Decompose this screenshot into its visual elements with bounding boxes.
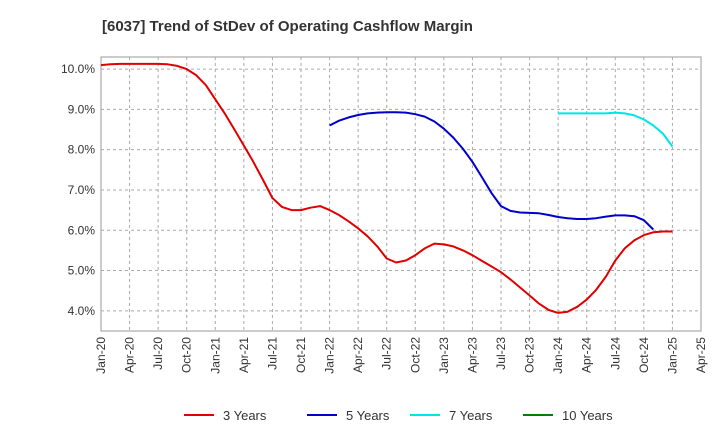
x-tick-label: Jan-21 xyxy=(208,337,222,374)
y-tick-label: 10.0% xyxy=(61,62,95,76)
legend-label: 3 Years xyxy=(223,408,267,423)
x-tick-label: Jan-20 xyxy=(94,337,108,374)
x-tick-label: Jul-22 xyxy=(380,337,394,370)
x-tick-label: Jul-20 xyxy=(151,337,165,370)
y-axis-tick-labels: 4.0% 5.0% 6.0% 7.0% 8.0% 9.0% 10.0% xyxy=(61,62,95,318)
x-tick-label: Jan-22 xyxy=(323,337,337,374)
x-tick-label: Oct-23 xyxy=(523,337,537,373)
series-lines xyxy=(100,62,674,314)
x-axis-tick-labels: Jan-20 Apr-20 Jul-20 Oct-20 Jan-21 Apr-21 Jul-… xyxy=(94,337,708,374)
x-tick-label: Apr-22 xyxy=(351,337,365,373)
plot-area xyxy=(100,56,702,332)
y-tick-label: 8.0% xyxy=(68,143,96,157)
x-tick-label: Apr-25 xyxy=(694,337,708,373)
x-tick-label: Jul-21 xyxy=(265,337,279,370)
grid-lines xyxy=(101,57,701,331)
x-tick-label: Jul-24 xyxy=(608,337,622,370)
x-tick-label: Jul-23 xyxy=(494,337,508,370)
legend-label: 7 Years xyxy=(449,408,493,423)
y-tick-label: 6.0% xyxy=(68,223,96,237)
y-tick-label: 9.0% xyxy=(68,102,96,116)
legend-label: 5 Years xyxy=(346,408,390,423)
x-tick-label: Jan-25 xyxy=(665,337,679,374)
x-tick-label: Oct-21 xyxy=(294,337,308,373)
x-tick-label: Apr-23 xyxy=(465,337,479,373)
series-line-5-years xyxy=(329,111,655,231)
x-tick-label: Oct-24 xyxy=(637,337,651,373)
x-tick-label: Apr-21 xyxy=(237,337,251,373)
x-tick-label: Jan-23 xyxy=(437,337,451,374)
x-tick-label: Oct-20 xyxy=(180,337,194,373)
x-tick-label: Apr-20 xyxy=(123,337,137,373)
y-tick-label: 5.0% xyxy=(68,264,96,278)
series-line-7-years xyxy=(558,111,674,148)
legend-label: 10 Years xyxy=(562,408,613,423)
x-tick-label: Jan-24 xyxy=(551,337,565,374)
x-tick-label: Apr-24 xyxy=(580,337,594,373)
y-tick-label: 4.0% xyxy=(68,304,96,318)
series-line-3-years xyxy=(100,62,673,314)
x-tick-label: Oct-22 xyxy=(408,337,422,373)
legend: 3 Years 5 Years 7 Years 10 Years xyxy=(184,408,613,423)
y-tick-label: 7.0% xyxy=(68,183,96,197)
chart-title: [6037] Trend of StDev of Operating Cashf… xyxy=(102,18,473,35)
